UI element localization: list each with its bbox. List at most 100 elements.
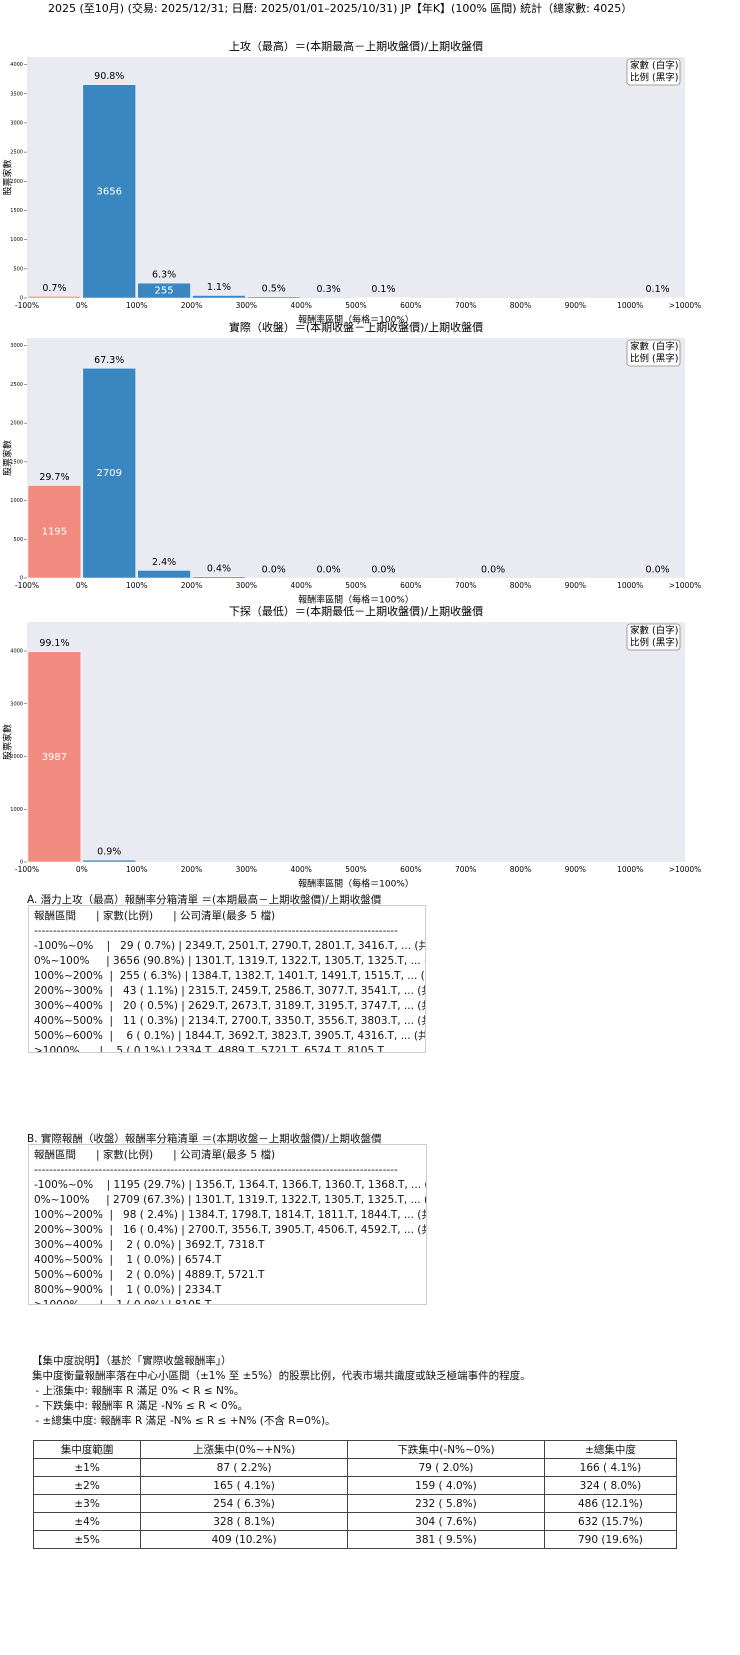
y-axis-label: 股票家數 bbox=[2, 724, 14, 760]
plot-area bbox=[27, 57, 685, 298]
text-line: 報酬區間 | 家數(比例) | 公司清單(最多 5 檔) bbox=[34, 910, 276, 922]
bar bbox=[137, 570, 191, 579]
text-line: -100%~0% | 1195 (29.7%) | 1356.T, 1364.T… bbox=[34, 1179, 426, 1191]
x-tick-label: 0% bbox=[76, 581, 88, 590]
text-line: 800%~900% | 1 ( 0.0%) | 2334.T bbox=[34, 1284, 222, 1296]
x-tick-label: -100% bbox=[15, 301, 39, 310]
table-a: 報酬區間 | 家數(比例) | 公司清單(最多 5 檔) ------------… bbox=[28, 905, 426, 1053]
x-tick-label: >1000% bbox=[669, 581, 702, 590]
table-cell: 254 ( 6.3%) bbox=[140, 1494, 349, 1513]
x-tick-label: 900% bbox=[565, 581, 586, 590]
text-line: 500%~600% | 6 ( 0.1%) | 1844.T, 3692.T, … bbox=[34, 1030, 426, 1042]
y-tick-label: 2000 bbox=[10, 179, 23, 185]
text-line: ----------------------------------------… bbox=[34, 1164, 398, 1176]
x-tick-label: 300% bbox=[236, 581, 257, 590]
legend-text: 比例 (黑字) bbox=[630, 637, 678, 649]
text-line: 300%~400% | 20 ( 0.5%) | 2629.T, 2673.T,… bbox=[34, 1000, 426, 1012]
y-axis-label: 股票家數 bbox=[2, 159, 14, 195]
x-tick-label: >1000% bbox=[669, 865, 702, 874]
table-cell: ±1% bbox=[32, 1458, 142, 1477]
y-tick-label: 3500 bbox=[10, 91, 23, 97]
text-line: 0%~100% | 3656 (90.8%) | 1301.T, 1319.T,… bbox=[34, 955, 425, 967]
legend-text: 家數 (白字) bbox=[630, 625, 678, 637]
table-b-title: B. 實際報酬（收盤）報酬率分箱清單 ＝(本期收盤－上期收盤價)/上期收盤價 bbox=[27, 1133, 382, 1145]
legend-box bbox=[626, 339, 681, 367]
x-tick-label: 900% bbox=[565, 865, 586, 874]
bar-percent-label: 0.1% bbox=[646, 284, 670, 295]
bar bbox=[247, 296, 301, 299]
plot-area bbox=[27, 622, 685, 862]
bar-percent-label: 0.9% bbox=[97, 847, 121, 858]
header-row: 集中度範圍 上漲集中(0%~+N%) 下跌集中(-N%~0%) ±總集中度 bbox=[32, 1440, 678, 1459]
y-tick-label: 2500 bbox=[10, 382, 23, 388]
y-tick-label: 3000 bbox=[10, 343, 23, 349]
table-row: ±4% 328 ( 8.1%) 304 ( 7.6%) 632 (15.7%) bbox=[32, 1512, 678, 1531]
bar-percent-label: 67.3% bbox=[94, 355, 124, 366]
bar-percent-label: 0.0% bbox=[371, 564, 395, 575]
text-line: 200%~300% | 43 ( 1.1%) | 2315.T, 2459.T,… bbox=[34, 985, 426, 997]
charts: 2025 (至10月) (交易: 2025/12/31; 日曆: 2025/01… bbox=[2, 1, 702, 890]
y-tick-label: 0 bbox=[20, 576, 23, 582]
x-axis-label: 報酬率區間（每格＝100%） bbox=[298, 314, 414, 326]
y-tick-label: 0 bbox=[20, 860, 23, 866]
bar-count-label: 3656 bbox=[97, 186, 122, 197]
bar-percent-label: 0.0% bbox=[481, 564, 505, 575]
y-tick-label: 500 bbox=[13, 266, 23, 272]
x-tick-label: 700% bbox=[455, 865, 476, 874]
table-row: ±5% 409 (10.2%) 381 ( 9.5%) 790 (19.6%) bbox=[32, 1530, 678, 1549]
y-tick-label: 0 bbox=[20, 296, 23, 302]
table-row: ±1% 87 ( 2.2%) 79 ( 2.0%) 166 ( 4.1%) bbox=[32, 1458, 678, 1477]
text-line: 100%~200% | 255 ( 6.3%) | 1384.T, 1382.T… bbox=[34, 970, 425, 982]
bar-percent-label: 0.7% bbox=[42, 283, 66, 294]
x-tick-label: >1000% bbox=[669, 301, 702, 310]
x-tick-label: 0% bbox=[76, 301, 88, 310]
y-tick-label: 3000 bbox=[10, 701, 23, 707]
x-tick-label: 500% bbox=[345, 865, 366, 874]
bar-percent-label: 0.0% bbox=[646, 564, 670, 575]
table-cell: 165 ( 4.1%) bbox=[140, 1476, 349, 1495]
chart-title: 下探（最低）＝(本期最低－上期收盤價)/上期收盤價 bbox=[229, 604, 483, 618]
text-line: 100%~200% | 98 ( 2.4%) | 1384.T, 1798.T,… bbox=[34, 1209, 427, 1221]
x-tick-label: 1000% bbox=[617, 301, 643, 310]
x-tick-label: 200% bbox=[181, 865, 202, 874]
column-header: 上漲集中(0%~+N%) bbox=[140, 1440, 349, 1459]
table-cell: ±5% bbox=[32, 1530, 142, 1549]
x-tick-label: 600% bbox=[400, 581, 421, 590]
table-row: ±2% 165 ( 4.1%) 159 ( 4.0%) 324 ( 8.0%) bbox=[32, 1476, 678, 1495]
legend-box bbox=[626, 58, 681, 86]
column-header: 集中度範圍 bbox=[32, 1440, 142, 1459]
text-line: - 上漲集中: 報酬率 R 滿足 0% < R ≤ N%。 bbox=[32, 1385, 245, 1397]
column-header: ±總集中度 bbox=[543, 1440, 678, 1459]
table-cell: 232 ( 5.8%) bbox=[347, 1494, 545, 1513]
x-tick-label: -100% bbox=[15, 581, 39, 590]
text-line: 集中度衡量報酬率落在中心小區間（±1% 至 ±5%）的股票比例，代表市場共識度或… bbox=[32, 1370, 531, 1382]
text-line: 報酬區間 | 家數(比例) | 公司清單(最多 5 檔) bbox=[34, 1149, 276, 1161]
bar bbox=[192, 576, 246, 579]
table-cell: ±3% bbox=[32, 1494, 142, 1513]
x-tick-label: 400% bbox=[290, 301, 311, 310]
y-tick-label: 500 bbox=[13, 537, 23, 543]
text-line: 【集中度說明】（基於「實際收盤報酬率」） bbox=[32, 1355, 232, 1367]
x-tick-label: 700% bbox=[455, 301, 476, 310]
concentration-table: 集中度範圍 上漲集中(0%~+N%) 下跌集中(-N%~0%) ±總集中度 ±1% 87 … bbox=[32, 1440, 678, 1549]
x-tick-label: 500% bbox=[345, 301, 366, 310]
text-line: 400%~500% | 1 ( 0.0%) | 6574.T bbox=[34, 1254, 222, 1266]
bar-percent-label: 0.0% bbox=[317, 564, 341, 575]
table-cell: 790 (19.6%) bbox=[543, 1530, 678, 1549]
x-axis-label: 報酬率區間（每格＝100%） bbox=[298, 594, 414, 606]
x-tick-label: 300% bbox=[236, 865, 257, 874]
y-tick-label: 2500 bbox=[10, 150, 23, 156]
x-tick-label: 1000% bbox=[617, 581, 643, 590]
x-tick-label: 100% bbox=[126, 301, 147, 310]
bar bbox=[27, 651, 82, 863]
table-cell: 79 ( 2.0%) bbox=[347, 1458, 545, 1477]
note: 【集中度說明】（基於「實際收盤報酬率」） 集中度衡量報酬率落在中心小區間（±1% … bbox=[32, 1354, 531, 1429]
table-cell: 304 ( 7.6%) bbox=[347, 1512, 545, 1531]
x-tick-label: 800% bbox=[510, 581, 531, 590]
table-cell: 166 ( 4.1%) bbox=[543, 1458, 678, 1477]
text-line: 400%~500% | 11 ( 0.3%) | 2134.T, 2700.T,… bbox=[34, 1015, 426, 1027]
bar-percent-label: 0.3% bbox=[317, 284, 341, 295]
x-tick-label: 300% bbox=[236, 301, 257, 310]
bar bbox=[27, 296, 82, 299]
x-tick-label: -100% bbox=[15, 865, 39, 874]
